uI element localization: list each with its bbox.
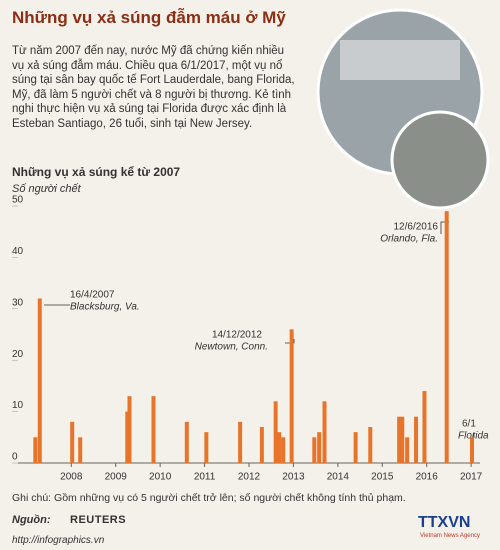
bar (312, 437, 317, 463)
bar (414, 416, 419, 463)
y-tick-label: 40 (12, 246, 24, 257)
source-name: REUTERS (70, 514, 127, 526)
bar (353, 432, 358, 463)
x-tick-label: 2008 (60, 472, 83, 483)
bar (322, 401, 327, 463)
bar (33, 437, 38, 463)
footer-logo: TTXVN (418, 514, 471, 531)
bar (184, 421, 189, 463)
bar (397, 416, 402, 463)
annotation-place: Orlando, Fla. (380, 234, 438, 245)
y-tick-label: 50 (12, 195, 24, 206)
bar (204, 432, 209, 463)
annotation-place: Blacksburg, Va. (70, 302, 140, 313)
bar (317, 432, 322, 463)
bar (37, 298, 42, 463)
bar (238, 421, 243, 463)
bar (470, 437, 475, 463)
bar (70, 421, 75, 463)
bar (289, 329, 294, 463)
note: Ghi chú: Gồm những vụ có 5 người chết tr… (12, 492, 406, 504)
bar (422, 391, 427, 463)
x-tick-label: 2014 (327, 472, 350, 483)
bar (405, 437, 410, 463)
y-tick-label: 0 (12, 452, 18, 463)
x-tick-label: 2009 (105, 472, 128, 483)
bar (444, 211, 449, 463)
annotation-date: 16/4/2007 (70, 290, 115, 301)
footer-logo-sub: Vietnam News Agency (420, 533, 480, 539)
y-tick-label: 10 (12, 400, 24, 411)
bar (78, 437, 83, 463)
y-axis-label: Số người chết (12, 183, 81, 195)
intro-text: Từ năm 2007 đến nay, nước Mỹ đã chứng ki… (12, 45, 295, 130)
footer-url: http://infographics.vn (12, 535, 105, 546)
y-tick-label: 20 (12, 349, 24, 360)
x-tick-label: 2011 (194, 472, 216, 483)
bar (281, 437, 286, 463)
bar (400, 416, 405, 463)
page-title: Những vụ xả súng đẫm máu ở Mỹ (12, 8, 286, 27)
x-tick-label: 2013 (282, 472, 305, 483)
source-label: Nguồn: (12, 514, 51, 526)
bar (273, 401, 278, 463)
bar (127, 396, 132, 463)
annotation-place: Newtown, Conn. (195, 342, 268, 353)
x-tick-label: 2015 (371, 472, 394, 483)
chart-title: Những vụ xả súng kể từ 2007 (12, 165, 181, 179)
annotation-place: Florida (458, 431, 489, 442)
y-tick-label: 30 (12, 297, 24, 308)
annotation-date: 6/1 (462, 419, 476, 430)
photo-building (340, 40, 460, 80)
annotation-date: 14/12/2012 (212, 330, 262, 341)
x-tick-label: 2017 (460, 472, 483, 483)
x-tick-label: 2016 (416, 472, 439, 483)
bar (151, 396, 156, 463)
bar (125, 411, 130, 463)
photo-inset (390, 110, 490, 210)
bar (259, 427, 264, 463)
annotation-date: 12/6/2016 (394, 222, 439, 233)
bar (277, 432, 282, 463)
leader (285, 339, 295, 344)
x-tick-label: 2010 (149, 472, 172, 483)
bar (368, 427, 373, 463)
x-tick-label: 2012 (238, 472, 261, 483)
